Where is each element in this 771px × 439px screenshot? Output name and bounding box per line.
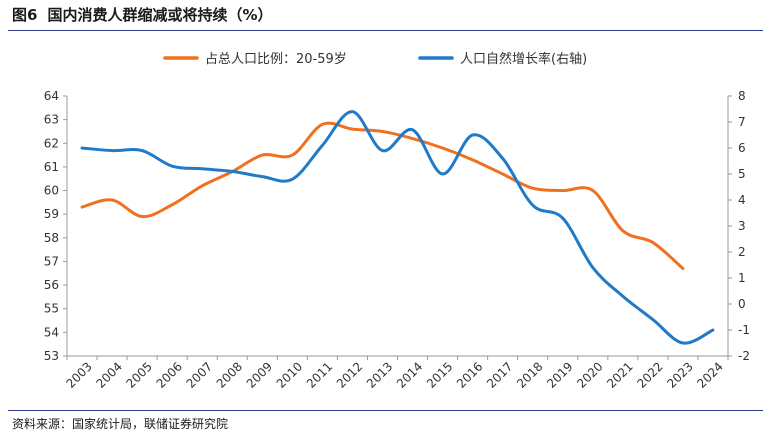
x-tick-label: 2008 <box>214 359 245 390</box>
left-tick-label: 62 <box>44 136 59 150</box>
figure-title-text: 国内消费人群缩减或将持续（%） <box>47 6 273 24</box>
left-tick-label: 64 <box>44 89 59 103</box>
title-divider <box>8 30 763 31</box>
series-line-working-age-share <box>80 121 685 271</box>
x-tick-label: 2023 <box>664 359 695 390</box>
x-tick-label: 2003 <box>63 359 94 390</box>
x-tick-label: 2018 <box>514 359 545 390</box>
x-tick-label: 2016 <box>454 359 485 390</box>
x-tick-label: 2006 <box>154 359 185 390</box>
source-note: 资料来源：国家统计局，联储证券研究院 <box>12 417 229 431</box>
right-tick-label: -1 <box>738 323 750 337</box>
figure-label: 图6 <box>12 6 38 24</box>
legend-label-working-age-share: 占总人口比例：20-59岁 <box>205 52 347 67</box>
legend-label-natural-growth-rate: 人口自然增长率(右轴) <box>460 51 587 67</box>
x-tick-label: 2019 <box>544 359 575 390</box>
series-line-natural-growth-rate <box>80 110 715 345</box>
left-tick-label: 56 <box>44 278 59 292</box>
x-tick-label: 2012 <box>334 359 365 390</box>
x-tick-label: 2024 <box>694 359 725 390</box>
right-tick-label: 6 <box>738 141 746 155</box>
right-tick-label: 8 <box>738 89 746 103</box>
figure-title: 图6 国内消费人群缩减或将持续（%） <box>12 4 272 25</box>
legend: 占总人口比例：20-59岁 人口自然增长率(右轴) <box>163 51 587 67</box>
left-tick-label: 59 <box>44 207 59 221</box>
x-tick-label: 2011 <box>304 359 335 390</box>
left-tick-label: 61 <box>44 160 59 174</box>
right-tick-label: 3 <box>738 219 746 233</box>
left-tick-label: 60 <box>44 184 59 198</box>
x-tick-label: 2015 <box>424 359 455 390</box>
right-tick-label: -2 <box>738 349 750 363</box>
right-tick-label: 2 <box>738 245 746 259</box>
x-tick-label: 2004 <box>93 359 124 390</box>
x-tick-label: 2013 <box>364 359 395 390</box>
x-tick-label: 2021 <box>604 359 635 390</box>
left-tick-label: 58 <box>44 231 59 245</box>
right-tick-label: 0 <box>738 297 746 311</box>
x-tick-label: 2009 <box>244 359 275 390</box>
line-chart: 占总人口比例：20-59岁 人口自然增长率(右轴) 535455565758596… <box>44 51 750 391</box>
series-lines <box>80 110 715 345</box>
source-divider <box>8 410 763 411</box>
left-tick-label: 54 <box>44 325 59 339</box>
x-tick-label: 2014 <box>394 359 425 390</box>
x-tick-label: 2005 <box>124 359 155 390</box>
left-tick-label: 57 <box>44 254 59 268</box>
left-tick-label: 55 <box>44 302 59 316</box>
left-tick-label: 63 <box>44 113 59 127</box>
x-tick-label: 2020 <box>574 359 605 390</box>
right-tick-label: 7 <box>738 115 746 129</box>
x-tick-label: 2022 <box>634 359 665 390</box>
left-tick-label: 53 <box>44 349 59 363</box>
x-tick-label: 2017 <box>484 359 515 390</box>
right-tick-label: 1 <box>738 271 746 285</box>
right-tick-label: 5 <box>738 167 746 181</box>
x-tick-label: 2007 <box>184 359 215 390</box>
x-tick-label: 2010 <box>274 359 305 390</box>
right-tick-label: 4 <box>738 193 746 207</box>
